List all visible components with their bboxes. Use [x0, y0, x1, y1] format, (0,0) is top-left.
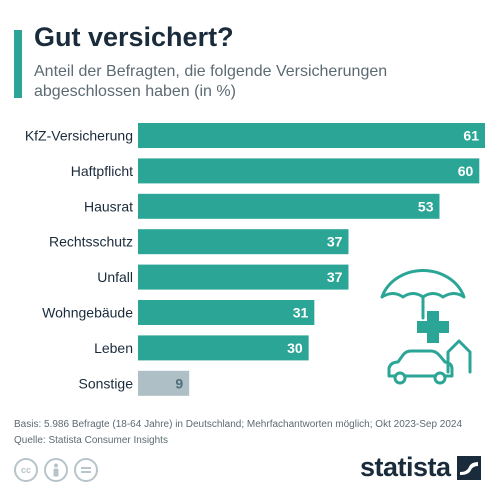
category-label-unfall: Unfall — [97, 269, 133, 285]
by-icon[interactable] — [44, 458, 68, 482]
statista-logo[interactable]: statista — [360, 452, 481, 483]
bar-kfz-versicherung — [138, 123, 485, 148]
bar-haftpflicht — [138, 158, 480, 184]
bar-unfall — [138, 264, 349, 290]
bar-wohngebaeude — [138, 300, 315, 325]
value-label-kfz-versicherung: 61 — [463, 128, 479, 144]
value-label-rechtsschutz: 37 — [327, 234, 343, 250]
category-label-sonstige: Sonstige — [79, 375, 134, 391]
bar-leben — [138, 335, 309, 361]
insurance-illustration — [380, 268, 472, 385]
value-label-leben: 30 — [287, 340, 303, 356]
footer-basis: Basis: 5.986 Befragte (18-64 Jahre) in D… — [14, 419, 463, 430]
bar-chart: KfZ-Versicherung 61 Haftpflicht 60 Hausrat 53… — [25, 123, 485, 396]
chart-title: Gut versichert? — [34, 22, 234, 52]
umbrella-icon — [380, 268, 466, 320]
medical-cross-icon — [417, 311, 449, 343]
category-label-leben: Leben — [94, 340, 133, 356]
title-accent-bar — [14, 30, 22, 98]
logo-text: statista — [360, 452, 451, 482]
value-label-unfall: 37 — [327, 269, 343, 285]
value-label-sonstige: 9 — [175, 375, 183, 391]
value-label-haftpflicht: 60 — [458, 163, 474, 179]
chart-subtitle: Anteil der Befragten, die folgende Versi… — [34, 63, 388, 100]
category-label-hausrat: Hausrat — [84, 198, 133, 214]
value-label-hausrat: 53 — [418, 198, 434, 214]
bar-sonstige — [138, 370, 190, 396]
license-icons: cc — [14, 458, 98, 482]
category-label-haftpflicht: Haftpflicht — [71, 163, 133, 179]
category-label-rechtsschutz: Rechtsschutz — [49, 234, 133, 250]
bar-rechtsschutz — [138, 229, 349, 255]
footer: Basis: 5.986 Befragte (18-64 Jahre) in D… — [14, 417, 494, 449]
category-label-wohngebaeude: Wohngebäude — [42, 305, 133, 321]
logo-mark-icon — [456, 455, 481, 480]
house-icon — [446, 339, 472, 374]
bar-hausrat — [138, 193, 440, 219]
category-label-kfz-versicherung: KfZ-Versicherung — [25, 128, 133, 144]
cc-icon[interactable]: cc — [14, 458, 38, 482]
car-icon — [387, 349, 454, 385]
value-label-wohngebaeude: 31 — [293, 305, 309, 321]
footer-source: Quelle: Statista Consumer Insights — [14, 435, 168, 446]
nd-icon[interactable] — [74, 458, 98, 482]
